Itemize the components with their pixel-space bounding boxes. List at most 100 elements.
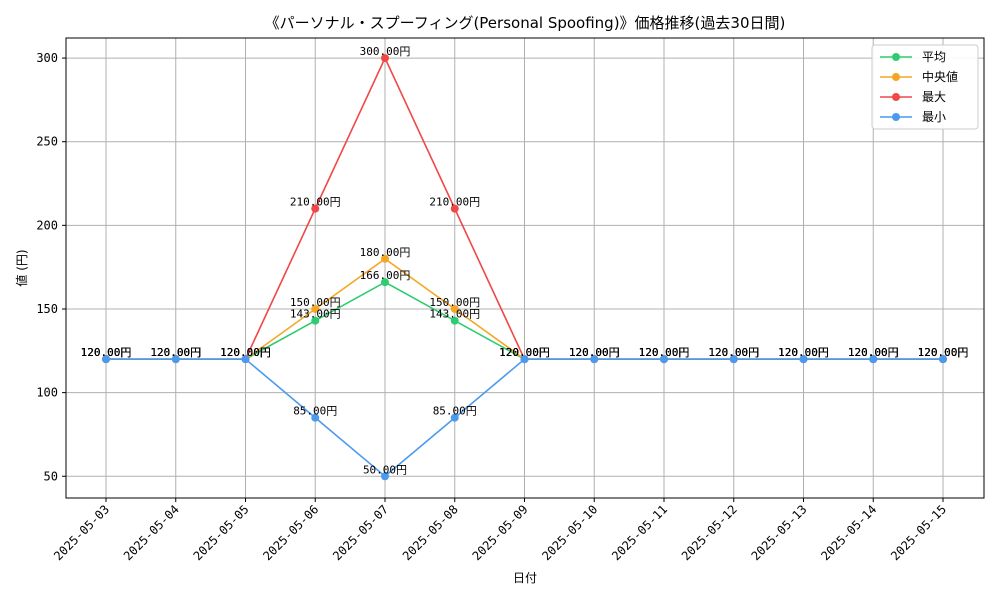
data-label: 120.00円 [569, 346, 620, 359]
x-tick-label: 2025-05-05 [191, 502, 252, 563]
data-point [241, 355, 250, 364]
data-label: 150.00円 [429, 296, 480, 309]
data-label: 120.00円 [569, 346, 620, 359]
y-tick-label: 150 [36, 302, 58, 316]
data-label: 85.00円 [433, 405, 477, 418]
y-tick-label: 50 [44, 469, 58, 483]
data-label: 166.00円 [360, 269, 411, 282]
data-label: 120.00円 [639, 346, 690, 359]
data-point [171, 355, 180, 364]
data-label: 120.00円 [499, 346, 550, 359]
data-label: 120.00円 [918, 346, 969, 359]
x-tick-label: 2025-05-14 [818, 502, 879, 563]
data-label: 85.00円 [293, 405, 337, 418]
data-label: 120.00円 [848, 346, 899, 359]
x-tick-label: 2025-05-08 [400, 502, 461, 563]
data-point [311, 413, 320, 422]
data-label: 120.00円 [778, 346, 829, 359]
series-lines [102, 54, 947, 481]
x-tick-label: 2025-05-06 [260, 502, 321, 563]
axis-ticks: 2025-05-03 2025-05-04 2025-05-05 2025-05-06… [36, 51, 949, 563]
data-label: 210.00円 [429, 196, 480, 209]
data-label: 120.00円 [150, 346, 201, 359]
x-tick-label: 2025-05-09 [470, 502, 531, 563]
data-label: 50.00円 [363, 463, 407, 476]
data-label: 120.00円 [150, 346, 201, 359]
legend-marker [892, 53, 900, 61]
data-label: 180.00円 [360, 246, 411, 259]
data-label: 120.00円 [639, 346, 690, 359]
data-label: 120.00円 [499, 346, 550, 359]
data-label: 120.00円 [81, 346, 132, 359]
data-label: 120.00円 [639, 346, 690, 359]
data-point [590, 355, 599, 364]
data-label: 120.00円 [220, 346, 271, 359]
data-label: 120.00円 [639, 346, 690, 359]
x-tick-label: 2025-05-03 [51, 502, 112, 563]
x-tick-label: 2025-05-12 [679, 502, 740, 563]
data-point [450, 304, 459, 313]
data-label: 120.00円 [81, 346, 132, 359]
y-tick-label: 300 [36, 51, 58, 65]
data-point [869, 355, 878, 364]
data-point [660, 355, 668, 364]
data-point [450, 316, 459, 325]
data-label: 120.00円 [848, 346, 899, 359]
x-tick-label: 2025-05-07 [330, 502, 391, 563]
data-label: 150.00円 [290, 296, 341, 309]
data-label: 120.00円 [81, 346, 132, 359]
y-tick-label: 100 [36, 386, 58, 400]
x-axis-title: 日付 [513, 571, 537, 585]
data-label: 120.00円 [220, 346, 271, 359]
legend-label: 中央値 [922, 69, 958, 84]
data-label: 120.00円 [150, 346, 201, 359]
data-label: 120.00円 [499, 346, 550, 359]
data-point [381, 54, 389, 63]
data-label: 210.00円 [290, 196, 341, 209]
data-label: 120.00円 [569, 346, 620, 359]
data-point [939, 355, 947, 364]
data-label: 120.00円 [150, 346, 201, 359]
data-label: 120.00円 [778, 346, 829, 359]
data-label: 120.00円 [848, 346, 899, 359]
data-point [311, 204, 320, 213]
legend-label: 最大 [922, 90, 946, 104]
x-tick-label: 2025-05-15 [888, 502, 949, 563]
data-label: 143.00円 [429, 308, 480, 321]
data-label: 120.00円 [778, 346, 829, 359]
x-tick-label: 2025-05-13 [749, 502, 810, 563]
y-tick-label: 200 [36, 218, 58, 232]
grid [66, 38, 984, 498]
legend-label: 最小 [922, 110, 946, 124]
chart-title: 《パーソナル・スプーフィング(Personal Spoofing)》価格推移(過… [265, 14, 786, 32]
data-point [520, 355, 529, 364]
data-label: 120.00円 [918, 346, 969, 359]
y-tick-label: 250 [36, 135, 58, 149]
y-axis-title: 値 (円) [14, 249, 29, 286]
legend-marker [892, 113, 900, 121]
data-label: 120.00円 [569, 346, 620, 359]
legend-marker [892, 73, 900, 81]
legend-label: 平均 [922, 50, 946, 64]
data-point [311, 304, 320, 313]
x-tick-label: 2025-05-10 [539, 502, 600, 563]
data-label: 120.00円 [918, 346, 969, 359]
data-labels: 120.00円 120.00円 120.00円 143.00円 166.00円 143.0… [81, 45, 969, 476]
data-label: 120.00円 [778, 346, 829, 359]
data-label: 120.00円 [918, 346, 969, 359]
data-label: 120.00円 [708, 346, 759, 359]
data-point [799, 355, 808, 364]
data-label: 120.00円 [708, 346, 759, 359]
data-label: 120.00円 [499, 346, 550, 359]
data-label: 300.00円 [360, 45, 411, 58]
legend-marker [892, 93, 900, 101]
data-label: 120.00円 [220, 346, 271, 359]
data-point [381, 472, 389, 481]
data-label: 120.00円 [708, 346, 759, 359]
data-point [102, 355, 110, 364]
legend-box [871, 44, 979, 130]
data-label: 120.00円 [220, 346, 271, 359]
